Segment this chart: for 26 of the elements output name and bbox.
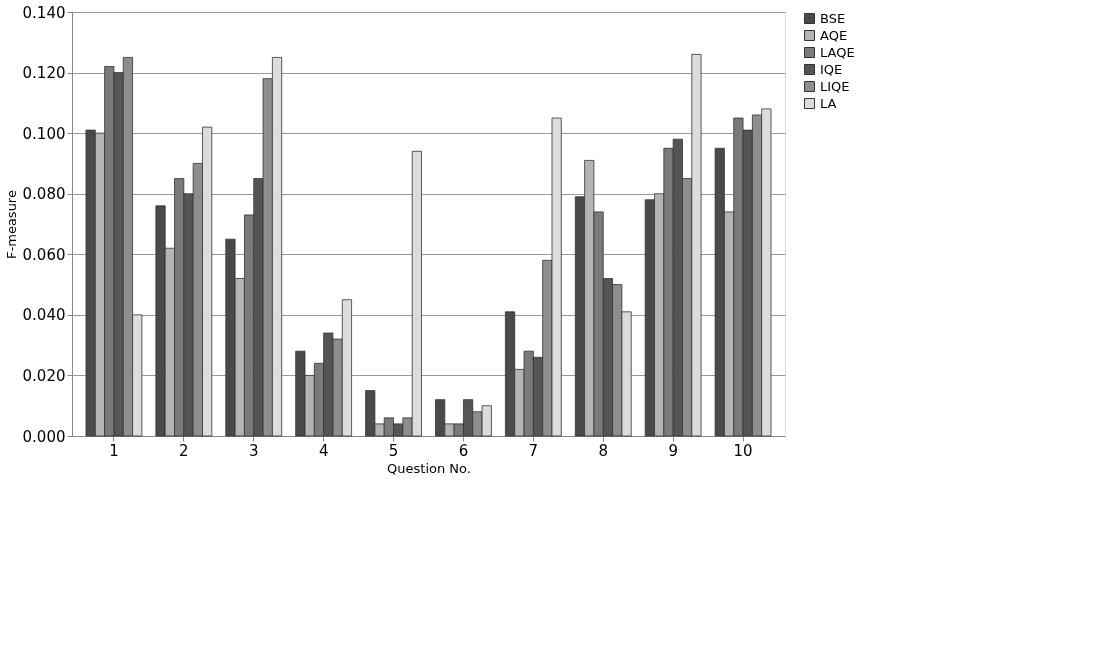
- y-tick-label: 0.140: [22, 3, 66, 22]
- x-tick-label: 5: [388, 441, 399, 460]
- y-tick-label: 0.000: [22, 427, 66, 446]
- y-tick-label: 0.100: [22, 124, 66, 143]
- x-tick-label: 10: [733, 441, 753, 460]
- x-tick-label: 3: [248, 441, 259, 460]
- y-tick-label: 0.020: [22, 366, 66, 385]
- y-axis-title: F-measure: [3, 190, 19, 259]
- legend-label: BSE: [820, 10, 846, 26]
- x-tick-label: 6: [458, 441, 469, 460]
- legend-label: LAQE: [820, 44, 855, 60]
- legend-label: IQE: [820, 61, 843, 77]
- x-axis-title: Question No.: [387, 460, 471, 476]
- x-tick-label: 4: [318, 441, 329, 460]
- y-tick-label: 0.080: [22, 185, 66, 204]
- y-tick-label: 0.120: [22, 64, 66, 83]
- x-tick-label: 1: [109, 441, 119, 460]
- legend-label: LIQE: [820, 78, 850, 94]
- x-tick-label: 8: [598, 441, 609, 460]
- x-tick-label: 2: [179, 441, 189, 460]
- legend-label: LA: [820, 95, 837, 111]
- x-tick-label: 7: [528, 441, 539, 460]
- y-tick-label: 0.060: [22, 245, 66, 264]
- legend-label: AQE: [820, 27, 848, 43]
- y-tick-label: 0.040: [22, 306, 66, 325]
- x-tick-label: 9: [668, 441, 678, 460]
